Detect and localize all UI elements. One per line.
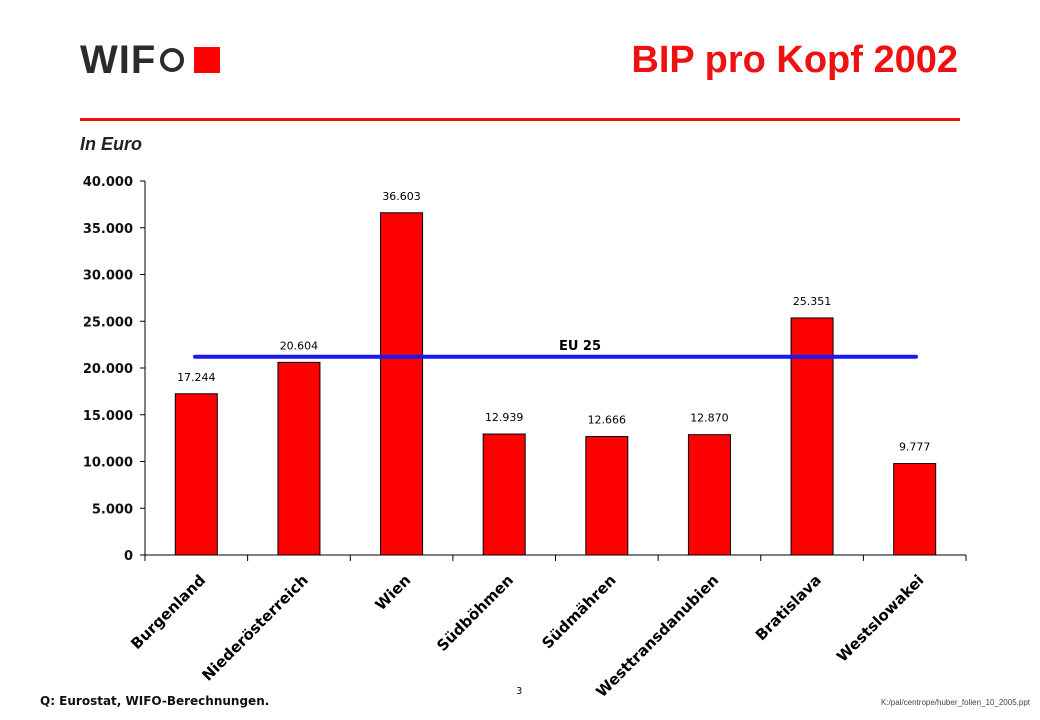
y-tick-label: 25.000 [83,315,133,330]
bar-5 [687,434,731,556]
logo-text: WIF [80,38,157,82]
bar-value-label: 25.351 [793,295,832,308]
bar-value-label: 20.604 [280,339,319,352]
bar-6 [790,317,834,556]
y-tick-label: 30.000 [83,269,133,284]
eu25-reference-label: EU 25 [559,339,601,354]
y-tick-label: 15.000 [83,409,133,424]
bar-7 [893,463,937,556]
unit-subtitle: In Euro [80,134,142,154]
x-category-label: Wien [372,571,415,614]
bar-2 [380,212,424,556]
y-tick-label: 35.000 [83,222,133,237]
x-category-label: Westslowakei [833,571,927,665]
bar-value-label: 9.777 [899,441,931,454]
y-tick-label: 40.000 [83,175,133,190]
bar-value-label: 12.870 [690,412,729,425]
logo-ring-icon [160,48,185,72]
x-category-label: Südmähren [538,571,619,652]
bar-value-label: 36.603 [382,190,421,203]
page-title: BIP pro Kopf 2002 [631,39,958,81]
title-divider [80,118,960,121]
bar-1 [277,361,321,556]
y-tick-label: 20.000 [83,362,133,377]
x-category-label: Südböhmen [433,571,517,655]
bar-value-label: 12.666 [588,414,627,427]
bar-4 [585,436,629,556]
x-category-label: Burgenland [127,571,209,653]
source-note: Q: Eurostat, WIFO-Berechnungen. [40,694,270,708]
y-tick-label: 0 [124,549,133,564]
bar-3 [482,433,526,556]
y-tick-label: 5.000 [92,502,133,517]
x-category-label: Bratislava [752,571,825,644]
bar-0 [174,393,218,556]
bar-value-label: 12.939 [485,411,524,424]
file-path: K:/pal/centrope/huber_folien_10_2005.ppt [880,698,1030,707]
bar-value-label: 17.244 [177,371,216,384]
logo-square-icon [194,47,221,73]
y-tick-label: 10.000 [83,456,133,471]
x-category-label: Niederösterreich [198,571,311,684]
wifo-logo: WIF [80,38,221,82]
page-number: 3 [516,686,523,697]
